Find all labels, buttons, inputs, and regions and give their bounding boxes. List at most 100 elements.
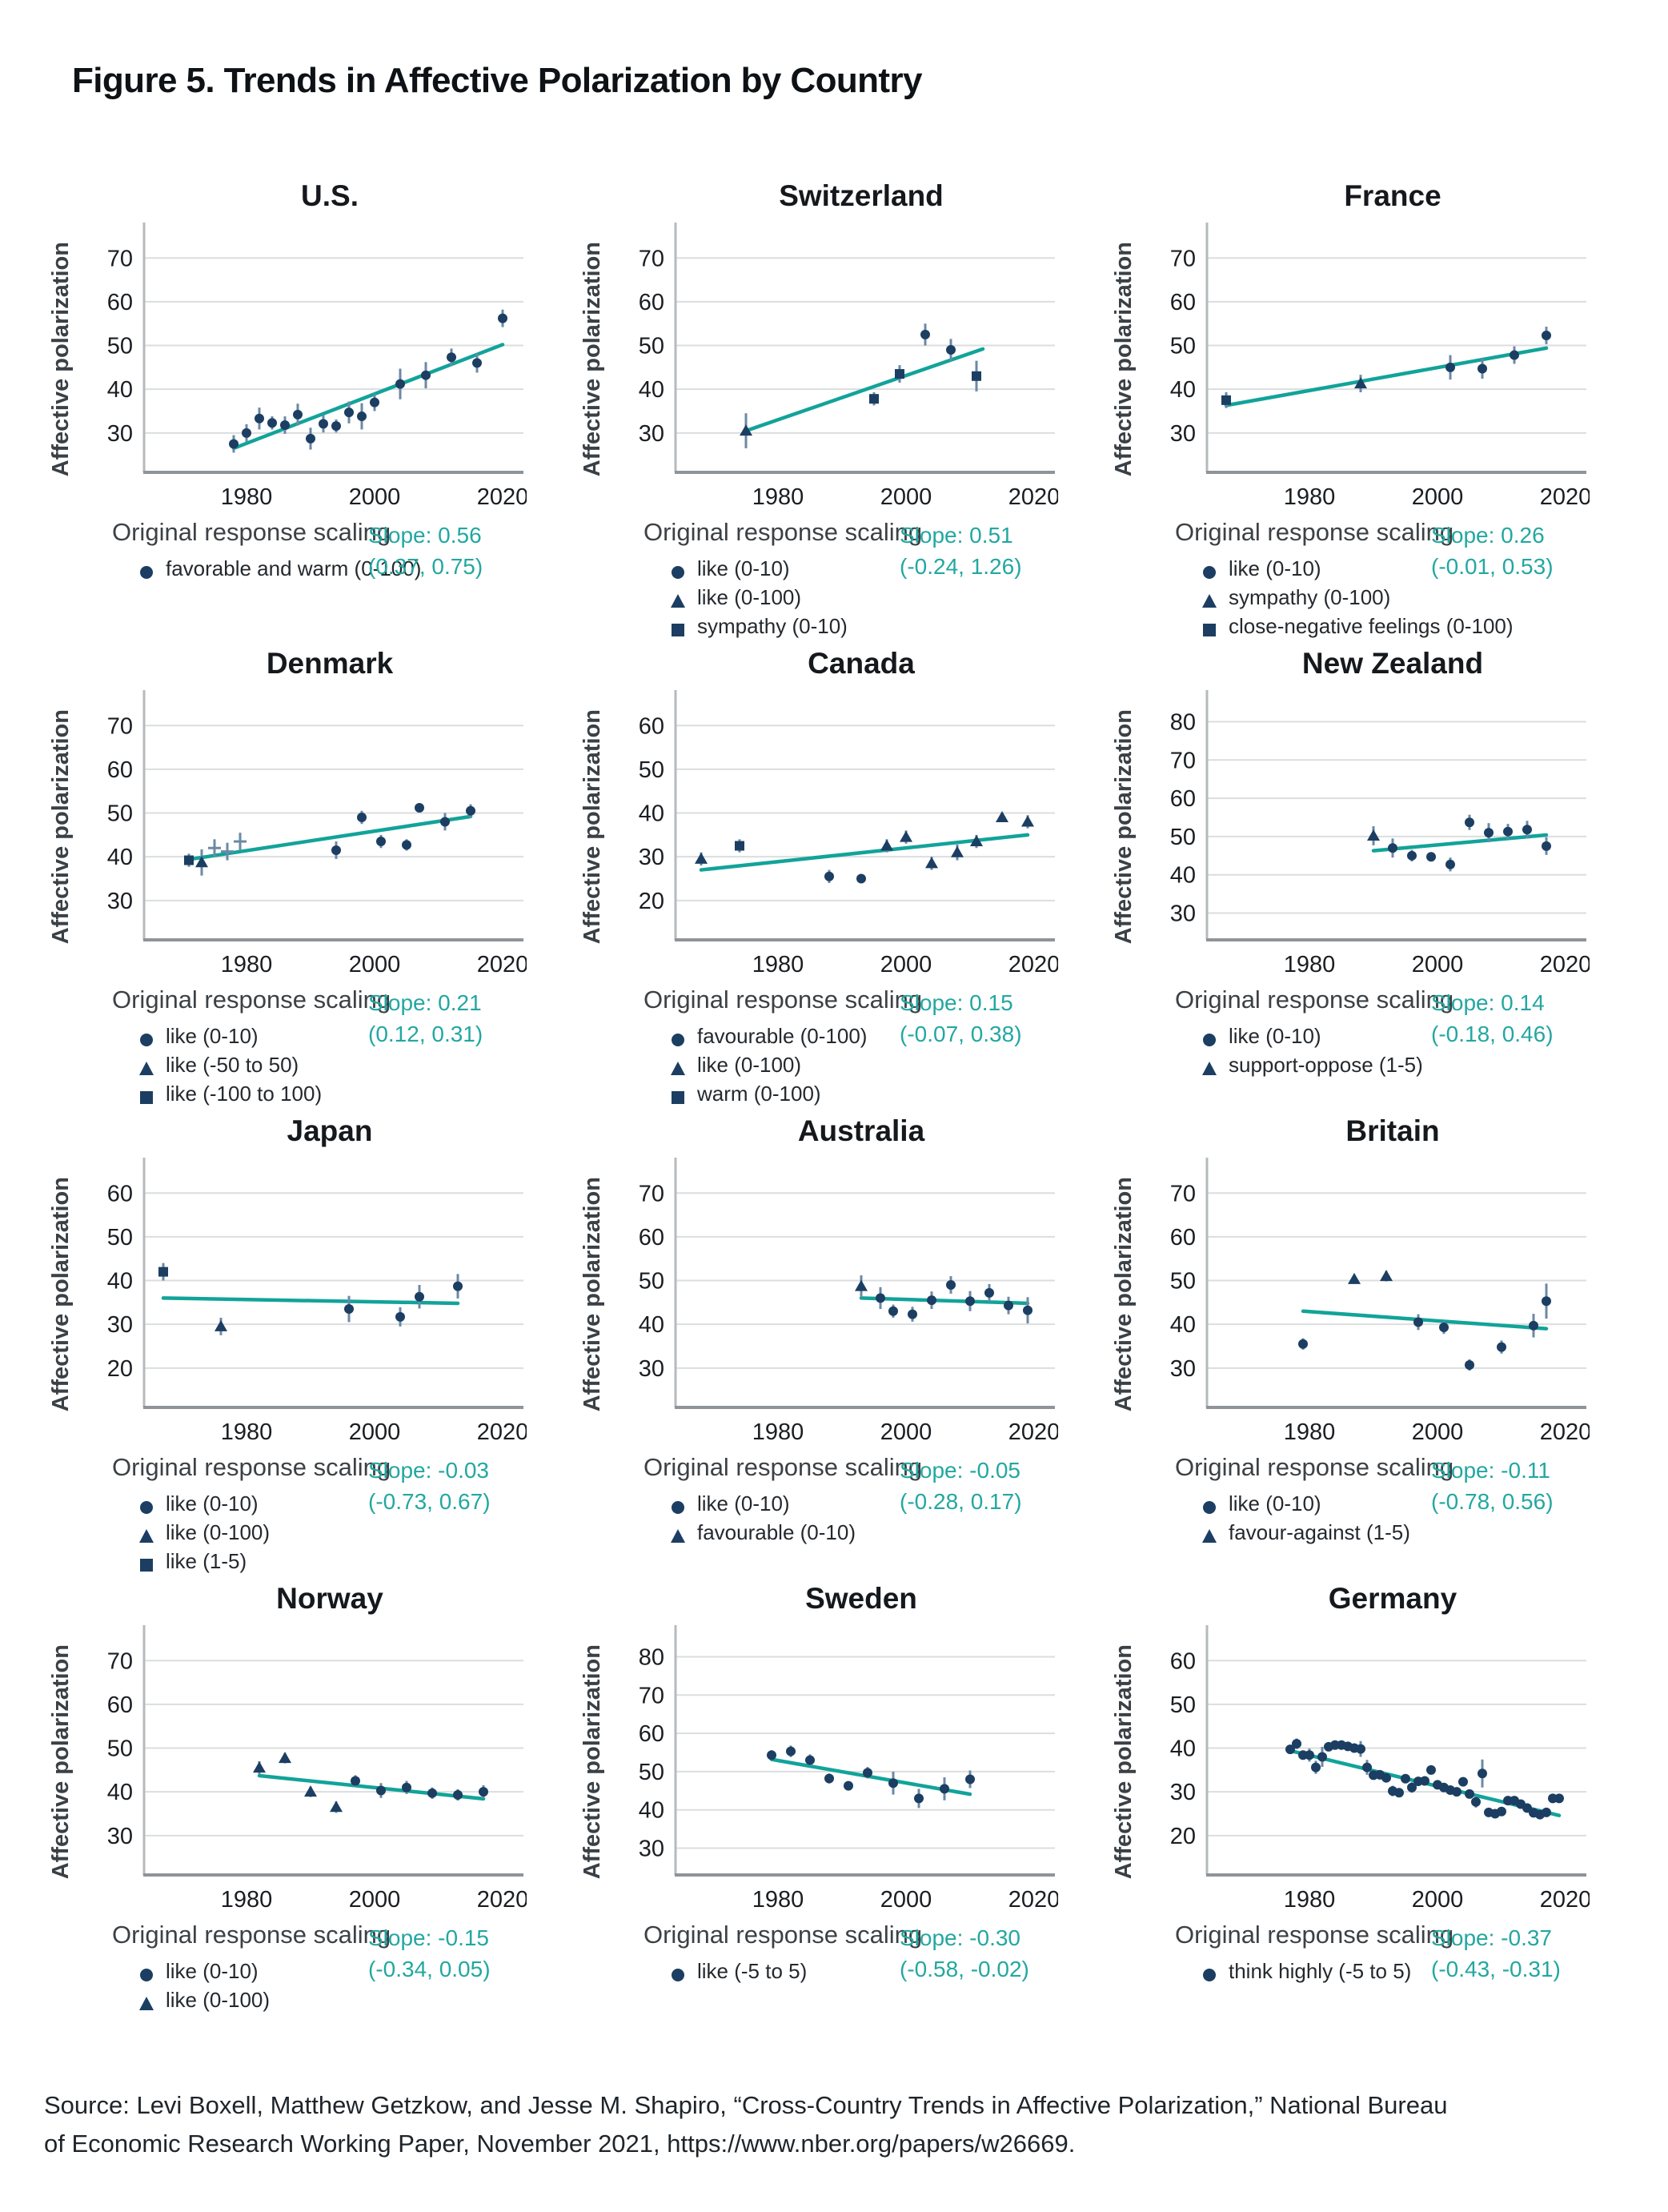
x-tick-labels: 1980 2000 2020	[221, 484, 529, 510]
legend-row: Original response scaling like (0-10) supp…	[1105, 986, 1636, 1082]
data-point	[415, 802, 424, 813]
y-tick-label: 70	[107, 1648, 133, 1674]
data-point	[453, 1790, 463, 1801]
data-point	[376, 1785, 386, 1796]
data-point	[466, 805, 475, 816]
data-point	[1311, 1762, 1321, 1772]
data-points	[184, 802, 475, 876]
data-point	[395, 1311, 405, 1322]
data-points	[229, 309, 507, 453]
y-tick-label: 30	[107, 889, 133, 914]
circle-icon	[1201, 1495, 1218, 1514]
y-tick-labels: 30 40 50 60 70	[639, 1181, 664, 1382]
data-point	[1348, 1272, 1361, 1284]
data-point	[1298, 1339, 1308, 1349]
slope-value: Slope: 0.14	[1431, 990, 1545, 1015]
y-axis-label: Affective polarization	[47, 709, 74, 945]
y-tick-label: 50	[1170, 825, 1196, 850]
y-tick-label: 40	[1170, 377, 1196, 403]
slope-annotation: Slope: -0.15 (-0.34, 0.05)	[368, 1922, 491, 1985]
data-point	[946, 345, 956, 355]
y-tick-label: 30	[107, 421, 133, 447]
data-point	[1420, 1776, 1429, 1786]
trend-line	[257, 1773, 486, 1801]
data-point	[805, 1755, 815, 1765]
y-tick-label: 30	[1170, 1780, 1196, 1805]
legend-items: favourable (0-100) like (0-100) warm (0-10…	[669, 1022, 1105, 1108]
x-tick-labels: 1980 2000 2020	[752, 484, 1061, 510]
y-tick-label: 50	[1170, 334, 1196, 359]
data-point	[1388, 843, 1397, 853]
y-tick-label: 70	[1170, 1181, 1196, 1206]
slope-annotation: Slope: 0.56 (0.37, 0.75)	[368, 520, 483, 582]
data-point	[1367, 829, 1380, 841]
square-marker-shape	[672, 624, 684, 636]
legend-items: like (0-10) sympathy (0-100) close-negativ…	[1201, 554, 1636, 640]
legend-item: close-negative feelings (0-100)	[1201, 612, 1636, 640]
legend-title: Original response scaling	[644, 518, 923, 546]
chart-title: Australia	[797, 1114, 925, 1147]
y-axis-label: Affective polarization	[1110, 1644, 1137, 1880]
legend-item: like (0-100)	[138, 1518, 573, 1547]
circle-marker-shape	[140, 1969, 153, 1981]
data-point	[1542, 1296, 1551, 1307]
data-point	[242, 428, 251, 438]
data-point	[1471, 1796, 1481, 1807]
slope-annotation: Slope: -0.03 (-0.73, 0.67)	[368, 1455, 491, 1517]
data-point	[351, 1776, 360, 1786]
data-point	[1465, 817, 1474, 828]
x-tick-label: 1980	[221, 952, 273, 978]
triangle-icon	[669, 1524, 687, 1543]
y-axis-label-wrap: Affective polarization	[43, 1630, 78, 1894]
y-axis-label: Affective polarization	[579, 709, 605, 945]
slope-value: Slope: 0.56	[368, 523, 482, 548]
slope-confidence-interval: (-0.07, 0.38)	[900, 1022, 1022, 1046]
x-tick-label: 2020	[1008, 952, 1058, 978]
circle-icon	[138, 1027, 155, 1046]
circle-icon	[669, 1495, 687, 1514]
data-point	[1439, 1323, 1449, 1333]
y-tick-label: 60	[107, 1692, 133, 1718]
circle-icon	[1201, 1962, 1218, 1981]
data-point	[1426, 852, 1436, 862]
legend-item: like (0-10)	[1201, 1489, 1636, 1518]
data-point	[357, 813, 367, 822]
slope-confidence-interval: (-0.18, 0.46)	[1431, 1022, 1554, 1046]
triangle-marker-shape	[1202, 1062, 1217, 1075]
y-tick-label: 30	[107, 1312, 133, 1338]
data-point	[888, 1306, 898, 1316]
y-tick-labels: 30 40 50 60 70	[107, 713, 133, 914]
data-point	[1401, 1773, 1410, 1784]
square-marker-shape	[140, 1559, 153, 1572]
y-tick-label: 60	[639, 713, 664, 739]
y-axis-label: Affective polarization	[1110, 709, 1137, 945]
slope-value: Slope: 0.21	[368, 990, 482, 1015]
data-point	[498, 313, 507, 323]
data-point	[869, 394, 879, 404]
x-tick-labels: 1980 2000 2020	[752, 1419, 1061, 1445]
x-tick-label: 2020	[1008, 1887, 1058, 1913]
y-tick-label: 30	[107, 1824, 133, 1849]
slope-confidence-interval: (-0.01, 0.53)	[1431, 554, 1554, 579]
legend-items: favorable and warm (0-100)	[138, 554, 573, 583]
data-point	[279, 1752, 291, 1764]
y-tick-label: 50	[1170, 1269, 1196, 1295]
data-point	[1362, 1762, 1372, 1772]
subplot-switzerland: Switzerland Affective polarization 30 40 50 6…	[573, 179, 1105, 638]
y-tick-label: 50	[107, 1736, 133, 1762]
chart-title: U.S.	[301, 179, 359, 212]
data-point	[951, 845, 964, 857]
x-tick-label: 1980	[752, 484, 804, 510]
legend-item-label: sympathy (0-10)	[697, 614, 848, 638]
data-point	[255, 413, 264, 424]
data-point	[1221, 395, 1231, 405]
y-axis-label-wrap: Affective polarization	[1106, 1630, 1141, 1894]
y-axis-label-wrap: Affective polarization	[575, 227, 610, 492]
y-tick-label: 50	[107, 334, 133, 359]
slope-value: Slope: -0.05	[900, 1458, 1020, 1483]
data-point	[1522, 825, 1532, 835]
legend-items: like (0-10) favour-against (1-5)	[1201, 1489, 1636, 1547]
slope-confidence-interval: (-0.73, 0.67)	[368, 1489, 491, 1514]
x-tick-label: 1980	[1284, 952, 1336, 978]
triangle-marker-shape	[1202, 1529, 1217, 1543]
